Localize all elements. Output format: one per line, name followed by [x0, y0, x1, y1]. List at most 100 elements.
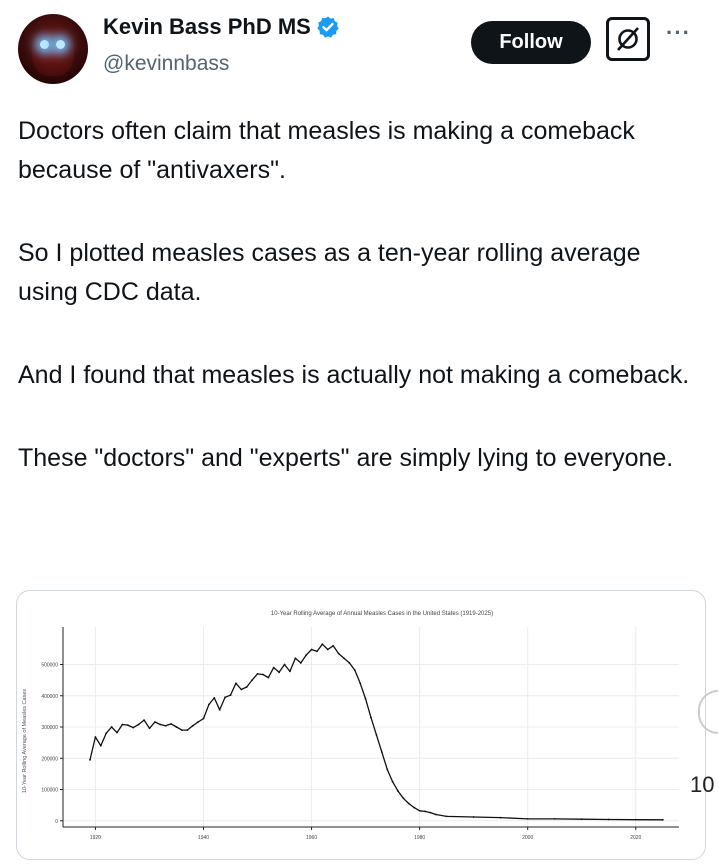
- data-point: [143, 719, 145, 722]
- data-point: [170, 722, 172, 725]
- data-point: [89, 758, 91, 761]
- x-tick-label: 2000: [522, 835, 533, 841]
- data-point: [202, 717, 205, 720]
- data-point: [213, 697, 216, 699]
- data-point: [153, 721, 156, 723]
- data-point: [364, 697, 367, 700]
- data-point: [99, 744, 102, 747]
- data-point: [353, 669, 356, 672]
- data-point: [289, 670, 291, 673]
- data-point: [580, 818, 583, 821]
- data-point: [310, 648, 313, 651]
- data-point: [148, 727, 151, 730]
- x-tick-label: 2020: [630, 835, 641, 841]
- tweet-paragraph: Doctors often claim that measles is maki…: [18, 117, 635, 184]
- data-point: [105, 732, 108, 735]
- data-point: [121, 723, 124, 726]
- data-point: [159, 723, 162, 726]
- data-point: [343, 657, 345, 660]
- author-handle[interactable]: @kevinnbass: [103, 52, 230, 75]
- data-point: [321, 643, 324, 646]
- data-point: [164, 724, 167, 727]
- data-point: [370, 716, 372, 719]
- data-point: [272, 666, 275, 669]
- data-point: [126, 724, 129, 727]
- chart-image[interactable]: 10-Year Rolling Average of Annual Measle…: [16, 590, 706, 860]
- chart-marks: [89, 643, 664, 821]
- tweet-paragraph: So I plotted measles cases as a ten-year…: [18, 239, 641, 306]
- data-point: [175, 726, 178, 728]
- data-point: [553, 817, 556, 820]
- data-point: [94, 736, 97, 738]
- data-point: [278, 671, 281, 674]
- grok-icon: [617, 27, 639, 51]
- data-point: [240, 688, 243, 691]
- y-axis-ticks: 0 100000 200000 300000 400000 500000: [41, 663, 63, 825]
- author-name-row: Kevin Bass PhD MS: [103, 14, 340, 40]
- data-point: [391, 780, 394, 783]
- more-icon[interactable]: ···: [666, 20, 691, 45]
- data-point: [245, 686, 248, 688]
- avatar[interactable]: [18, 14, 88, 84]
- data-point: [413, 806, 416, 809]
- data-point: [359, 682, 362, 685]
- avatar-eye-right: [56, 40, 65, 49]
- data-point: [256, 672, 259, 675]
- data-point: [305, 654, 308, 657]
- data-point: [294, 657, 297, 660]
- data-point: [207, 703, 210, 706]
- data-point: [235, 682, 237, 685]
- data-point: [326, 648, 329, 651]
- data-point: [267, 676, 270, 679]
- x-tick-label: 1960: [306, 835, 317, 841]
- data-point: [316, 650, 318, 653]
- chart-y-axis-label: 10-Year Rolling Average of Measles Cases: [22, 689, 28, 794]
- x-axis-ticks: 1920 1940 1960 1980 2000 2020: [90, 827, 642, 841]
- y-tick-label: 300000: [41, 725, 58, 731]
- data-point: [229, 694, 232, 697]
- data-point: [499, 816, 502, 819]
- author-name[interactable]: Kevin Bass PhD MS: [103, 14, 311, 39]
- avatar-eye-left: [40, 40, 49, 49]
- data-point: [132, 726, 135, 729]
- data-point: [186, 729, 189, 732]
- grok-button[interactable]: [606, 17, 650, 61]
- data-point: [407, 802, 410, 805]
- data-point: [424, 810, 426, 813]
- follow-button[interactable]: Follow: [471, 21, 591, 64]
- y-tick-label: 500000: [41, 663, 58, 669]
- data-point: [197, 721, 199, 723]
- data-point: [661, 818, 664, 821]
- data-point: [224, 696, 227, 699]
- verified-badge-icon: [317, 16, 339, 38]
- data-point: [445, 815, 448, 818]
- data-point: [607, 818, 610, 821]
- data-point: [434, 813, 437, 816]
- data-point: [251, 679, 254, 682]
- data-point: [472, 816, 475, 818]
- data-point: [418, 809, 421, 812]
- data-point: [380, 751, 383, 753]
- data-point: [332, 644, 335, 647]
- measles-line-chart: 10-Year Rolling Average of Annual Measle…: [22, 611, 679, 841]
- data-point: [634, 818, 637, 821]
- tweet-paragraph: And I found that measles is actually not…: [18, 361, 690, 389]
- avatar-head: [32, 26, 74, 76]
- data-point: [262, 673, 264, 676]
- y-tick-label: 200000: [41, 756, 58, 762]
- data-point: [375, 733, 378, 736]
- data-point: [283, 663, 286, 666]
- data-point: [402, 797, 405, 800]
- data-point: [116, 731, 118, 734]
- series-line: [89, 643, 663, 821]
- x-tick-label: 1920: [90, 835, 101, 841]
- data-point: [526, 817, 529, 820]
- y-tick-label: 0: [55, 819, 58, 825]
- data-point: [191, 724, 194, 727]
- data-point: [397, 790, 399, 792]
- tweet-paragraph: These "doctors" and "experts" are simply…: [18, 444, 674, 472]
- data-point: [429, 811, 432, 814]
- x-tick-label: 1980: [414, 835, 425, 841]
- tweet-text: Doctors often claim that measles is maki…: [18, 112, 698, 522]
- chart-title: 10-Year Rolling Average of Annual Measle…: [271, 611, 493, 617]
